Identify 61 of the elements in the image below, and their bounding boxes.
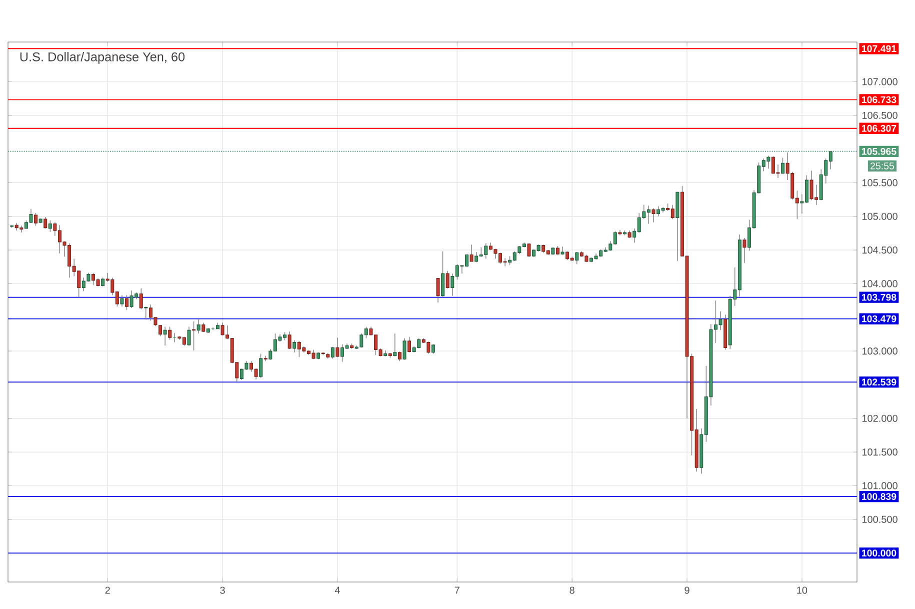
x-tick-label: 9 <box>684 586 690 594</box>
y-tick-label: 104.500 <box>862 246 898 254</box>
candlestick <box>34 212 38 226</box>
candlestick <box>44 216 48 229</box>
candlestick <box>139 288 143 310</box>
candlestick <box>196 319 200 334</box>
candlestick <box>408 336 412 353</box>
ref-line-label: 106.307 <box>862 124 896 132</box>
candlestick <box>575 252 579 265</box>
candlestick <box>259 353 263 378</box>
candlestick <box>158 325 162 337</box>
y-tick-label: 100.500 <box>862 516 898 523</box>
y-tick-label: 105.000 <box>862 212 898 220</box>
x-tick-label: 10 <box>797 586 808 594</box>
x-tick-label: 3 <box>220 586 225 594</box>
candlestick <box>560 246 564 256</box>
ref-line-label: 102.539 <box>862 378 896 386</box>
candlestick <box>652 208 656 223</box>
candlestick <box>742 238 746 264</box>
x-tick-label: 4 <box>334 586 340 594</box>
candlestick <box>125 294 128 310</box>
candlestick <box>144 306 148 320</box>
y-tick-label: 105.500 <box>862 179 898 186</box>
candlestick <box>402 338 406 360</box>
candlestick <box>336 337 340 358</box>
y-tick-label: 106.500 <box>862 112 898 119</box>
candlestick <box>470 244 474 262</box>
candlestick <box>398 351 402 362</box>
candlestick <box>781 157 785 174</box>
candlestick <box>187 326 191 346</box>
y-tick-label: 102.000 <box>862 414 898 422</box>
candlestick <box>288 331 292 350</box>
candlestick <box>446 270 450 289</box>
y-tick-label: 101.500 <box>862 448 898 456</box>
ref-line-label: 107.491 <box>862 45 896 52</box>
candlestick <box>330 346 334 359</box>
ref-line-label: 103.798 <box>862 294 896 301</box>
candlestick <box>436 278 440 303</box>
candlestick <box>527 242 531 258</box>
candlestick <box>120 294 124 307</box>
candlestick <box>48 220 52 232</box>
y-tick-label: 103.000 <box>862 347 898 355</box>
x-tick-label: 8 <box>570 586 574 594</box>
candlestick <box>292 340 296 353</box>
candlestick <box>393 333 397 357</box>
y-tick-label: 107.000 <box>862 78 898 86</box>
ref-line-label: 103.479 <box>862 315 896 322</box>
ref-line-label: 100.000 <box>862 550 896 556</box>
candlestick <box>441 251 445 297</box>
candlestick <box>163 326 167 346</box>
ref-line-label: 106.733 <box>862 96 896 104</box>
text: U.S. Dollar/Japanese Yen, 60 <box>20 52 185 64</box>
y-tick-label: 104.000 <box>862 280 898 288</box>
x-tick-label: 2 <box>105 586 110 594</box>
ref-line-label: 100.839 <box>862 493 896 500</box>
candlestick <box>168 326 172 340</box>
y-tick-label: 101.000 <box>862 482 898 490</box>
candlestick <box>192 321 196 351</box>
x-tick-label: 7 <box>454 586 460 594</box>
text: 25:55 <box>870 162 894 170</box>
ref-line-label: 105.965 <box>862 148 896 155</box>
